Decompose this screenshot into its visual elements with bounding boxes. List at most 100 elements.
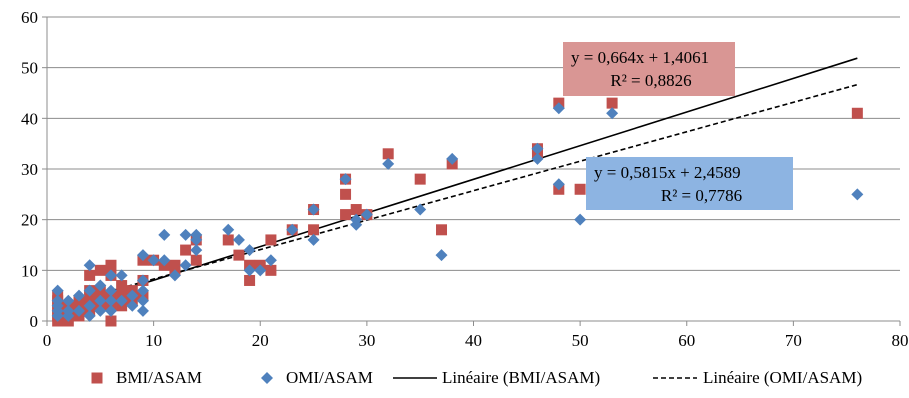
bmi-point [606,97,618,109]
omi-point [382,157,395,170]
omi-point [136,304,149,317]
omi-point [264,254,277,267]
omi-point [254,264,267,277]
bmi-point [574,183,586,195]
y-tick-label: 30 [21,160,38,179]
bmi-equation: y = 0,664x + 1,4061 [571,48,709,67]
omi-point [552,178,565,191]
bmi-point [233,249,245,261]
omi-point [126,289,139,302]
axes: 0 10 20 30 40 50 60 0 10 20 30 40 50 60 70 80 [21,8,909,350]
omi-point [531,152,544,165]
x-tick-label: 40 [465,331,482,350]
bmi-point [350,204,362,216]
omi-point [115,294,128,307]
omi-point [414,203,427,216]
omi-point [72,289,85,302]
omi-point [136,294,149,307]
omi-point [190,244,203,257]
omi-point [94,279,107,292]
omi-equation: y = 0,5815x + 2,4589 [594,163,741,182]
bmi-point [340,188,352,200]
omi-equation-box [586,157,793,210]
trendline-omi [57,83,858,307]
omi-point [83,259,96,272]
bmi-point [265,234,277,246]
legend-bmi-label: BMI/ASAM [116,368,202,387]
omi-point [62,304,75,317]
y-tick-label: 60 [21,8,38,27]
x-tick-label: 50 [572,331,589,350]
y-tick-label: 40 [21,109,38,128]
omi-point [83,284,96,297]
bmi-point [94,264,106,276]
omi-point [435,249,448,262]
legend-bmi-marker [91,372,103,384]
bmi-point [244,274,256,286]
equation-labels: y = 0,664x + 1,4061 R² = 0,8826 y = 0,5815… [563,42,793,210]
omi-point [243,264,256,277]
bmi-point [265,264,277,276]
legend-bmi-trend-label: Linéaire (BMI/ASAM) [442,368,600,387]
x-tick-label: 0 [43,331,52,350]
x-tick-label: 30 [358,331,375,350]
y-tick-label: 10 [21,261,38,280]
bmi-point [382,148,394,160]
omi-point [531,142,544,155]
legend: BMI/ASAM OMI/ASAM Linéaire (BMI/ASAM) Linéa… [91,368,862,387]
trendlines [57,57,858,312]
omi-point [126,299,139,312]
omi-point [307,203,320,216]
legend-omi-trend-label: Linéaire (OMI/ASAM) [703,368,862,387]
x-tick-label: 70 [785,331,802,350]
omi-point [360,208,373,221]
bmi-point [105,315,117,327]
x-tick-label: 10 [145,331,162,350]
omi-point [307,233,320,246]
y-tick-label: 0 [30,312,39,331]
omi-point [190,228,203,241]
omi-point [104,284,117,297]
y-tick-label: 50 [21,59,38,78]
omi-point [136,284,149,297]
x-tick-label: 20 [252,331,269,350]
bmi-equation-box [563,42,735,96]
bmi-point [169,259,181,271]
omi-point [168,269,181,282]
omi-point [606,107,619,120]
bmi-point [105,259,117,271]
omi-point [286,223,299,236]
omi-point [574,213,587,226]
omi-point [104,304,117,317]
omi-point [243,244,256,257]
legend-omi-marker [261,372,273,384]
omi-point [158,254,171,267]
omi-point [83,299,96,312]
gridlines [47,16,900,322]
data-points [51,97,864,327]
omi-point [94,294,107,307]
bmi-point [308,224,320,236]
omi-point [62,294,75,307]
omi-point [350,213,363,226]
omi-point [232,233,245,246]
bmi-point [190,254,202,266]
bmi-point [414,173,426,185]
bmi-point [84,269,96,281]
bmi-point [340,209,352,221]
omi-point [552,102,565,115]
omi-point [136,274,149,287]
bmi-point [222,234,234,246]
omi-point [222,223,235,236]
omi-point [115,269,128,282]
omi-point [179,259,192,272]
omi-point [51,284,64,297]
x-tick-label: 80 [892,331,909,350]
omi-point [104,294,117,307]
bmi-point [436,224,448,236]
omi-point [158,228,171,241]
x-tick-label: 60 [678,331,695,350]
omi-r-squared: R² = 0,7786 [661,186,742,205]
